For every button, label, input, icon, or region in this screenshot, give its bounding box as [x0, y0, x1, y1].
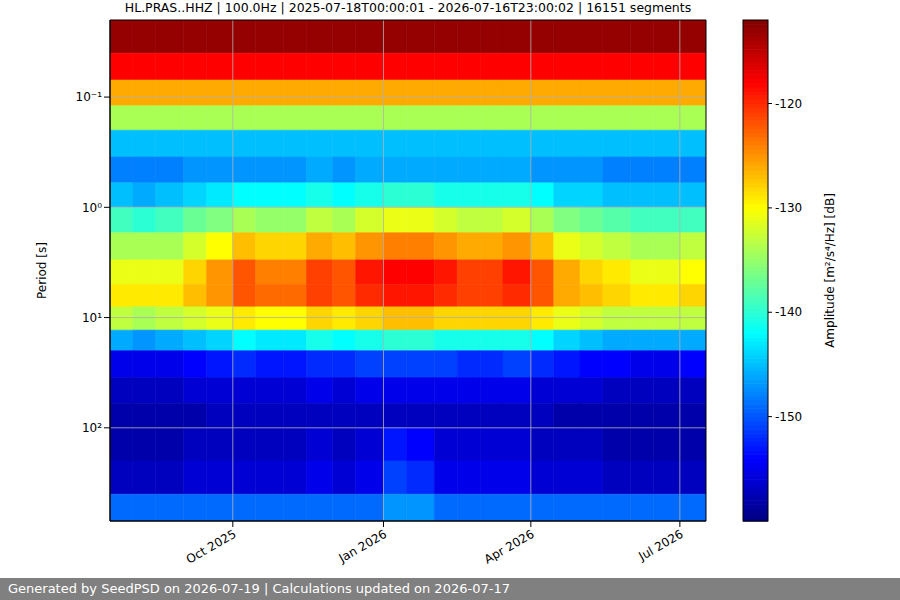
svg-text:Period [s]: Period [s] [35, 242, 49, 299]
html-text:Generated by SeedPSD on 2026-0: Generated by SeedPSD on 2026-07-19 | Cal… [8, 581, 510, 596]
html-text:HL.PRAS..HHZ | 100.0Hz | 2025-: HL.PRAS..HHZ | 100.0Hz | 2025-07-18T00:0… [124, 0, 692, 15]
svg-text:10⁰: 10⁰ [82, 201, 102, 215]
svg-text:Jul 2026: Jul 2026 [635, 527, 685, 564]
svg-text:Oct 2025: Oct 2025 [184, 527, 239, 567]
svg-text:10²: 10² [82, 421, 102, 435]
svg-text:Apr 2026: Apr 2026 [482, 527, 537, 567]
svg-text:10⁻¹: 10⁻¹ [76, 90, 103, 104]
svg-text:-130: -130 [775, 201, 802, 215]
svg-text:10¹: 10¹ [82, 311, 102, 325]
svg-text:Amplitude [m²/s⁴/Hz] [dB]: Amplitude [m²/s⁴/Hz] [dB] [823, 193, 837, 348]
svg-text:Jan 2026: Jan 2026 [336, 527, 390, 566]
svg-text:-140: -140 [775, 305, 802, 319]
svg-text:-150: -150 [775, 410, 802, 424]
svg-text:-120: -120 [775, 97, 802, 111]
